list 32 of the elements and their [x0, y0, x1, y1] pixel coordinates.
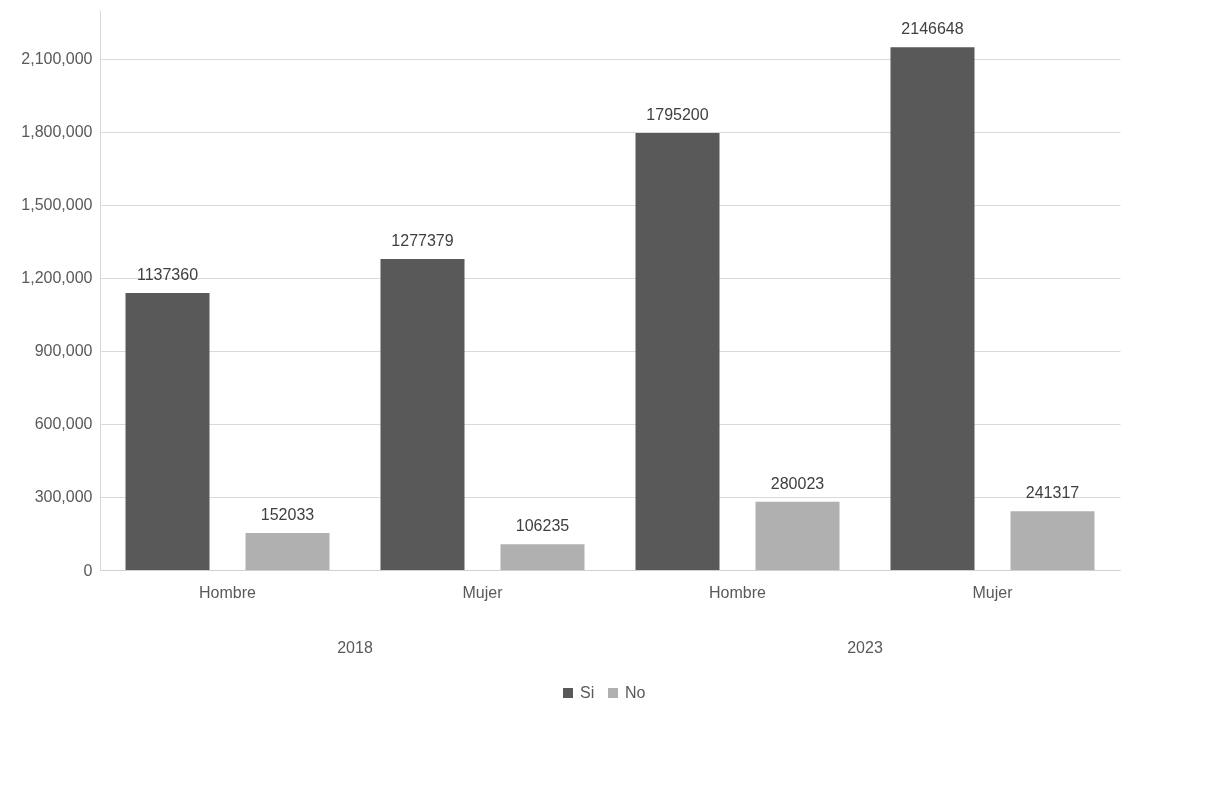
y-tick-label: 600,000: [34, 415, 93, 433]
x-tick-label: Mujer: [462, 583, 504, 601]
bar: [890, 47, 975, 570]
legend-label: Si: [580, 684, 595, 701]
text: 2018: [337, 639, 373, 656]
y-tick-label: 2,100,000: [21, 50, 93, 68]
y-tick-label: 900,000: [34, 342, 93, 360]
bar: [500, 544, 585, 570]
data-label: 1277379: [391, 231, 454, 249]
y-tick-label: 1,200,000: [21, 269, 93, 287]
bar: [245, 532, 330, 570]
bar: [1010, 511, 1095, 570]
x-tick-label: Mujer: [972, 583, 1014, 601]
y-tick-label: 300,000: [34, 488, 93, 506]
data-label: 280023: [770, 474, 825, 492]
x-tick-label: Hombre: [199, 583, 257, 601]
legend-label: No: [625, 684, 646, 701]
data-label: 106235: [515, 517, 570, 535]
bar: [635, 132, 720, 570]
data-label: 1137360: [136, 266, 199, 284]
bar: [755, 501, 840, 570]
bar: [380, 258, 465, 570]
data-label: 2146648: [901, 20, 964, 38]
data-label: 152033: [260, 505, 315, 523]
text: 2023: [847, 639, 883, 656]
data-label: 241317: [1025, 484, 1080, 502]
y-tick-label: 1,800,000: [21, 123, 93, 141]
y-tick-label: 1,500,000: [21, 196, 93, 214]
y-tick-label: 0: [83, 561, 93, 579]
bar: [125, 293, 210, 570]
data-label: 1795200: [646, 105, 709, 123]
x-tick-label: Hombre: [709, 583, 767, 601]
